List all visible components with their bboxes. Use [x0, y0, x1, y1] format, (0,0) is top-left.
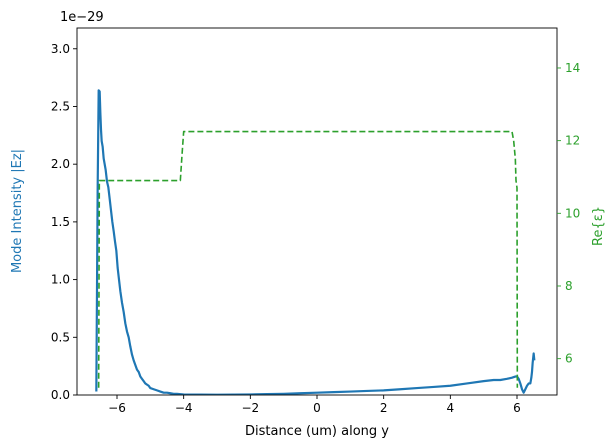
left-axis-label: Mode Intensity |Ez| — [10, 149, 25, 273]
x-axis-ticks: −6 −4 −2 0 2 4 6 — [108, 395, 521, 415]
x-tick-label: −4 — [175, 401, 193, 415]
right-tick-label: 8 — [565, 279, 573, 293]
left-tick-label: 1.0 — [51, 273, 70, 287]
x-tick-label: 6 — [513, 401, 521, 415]
x-tick-label: 4 — [447, 401, 455, 415]
x-tick-label: 2 — [380, 401, 388, 415]
left-axis-offset-text: 1e−29 — [60, 10, 104, 25]
right-tick-label: 14 — [565, 61, 580, 75]
left-axis-ticks: 0.0 0.5 1.0 1.5 2.0 2.5 3.0 — [51, 42, 77, 402]
x-axis-label: Distance (um) along y — [245, 424, 389, 439]
right-tick-label: 10 — [565, 206, 580, 220]
left-tick-label: 0.5 — [51, 330, 70, 344]
x-tick-label: 0 — [313, 401, 321, 415]
x-tick-label: −6 — [108, 401, 126, 415]
mode-intensity-line — [95, 89, 536, 395]
right-tick-label: 12 — [565, 134, 580, 148]
right-axis-label: Re{ε} — [591, 206, 606, 246]
left-tick-label: 3.0 — [51, 42, 70, 56]
permittivity-line — [97, 130, 519, 388]
x-tick-label: −2 — [241, 401, 259, 415]
left-tick-label: 1.5 — [51, 215, 70, 229]
left-tick-label: 2.5 — [51, 99, 70, 113]
right-axis-ticks: 6 8 10 12 14 — [557, 61, 580, 366]
left-tick-label: 2.0 — [51, 157, 70, 171]
left-tick-label: 0.0 — [51, 388, 70, 402]
right-tick-label: 6 — [565, 352, 573, 366]
